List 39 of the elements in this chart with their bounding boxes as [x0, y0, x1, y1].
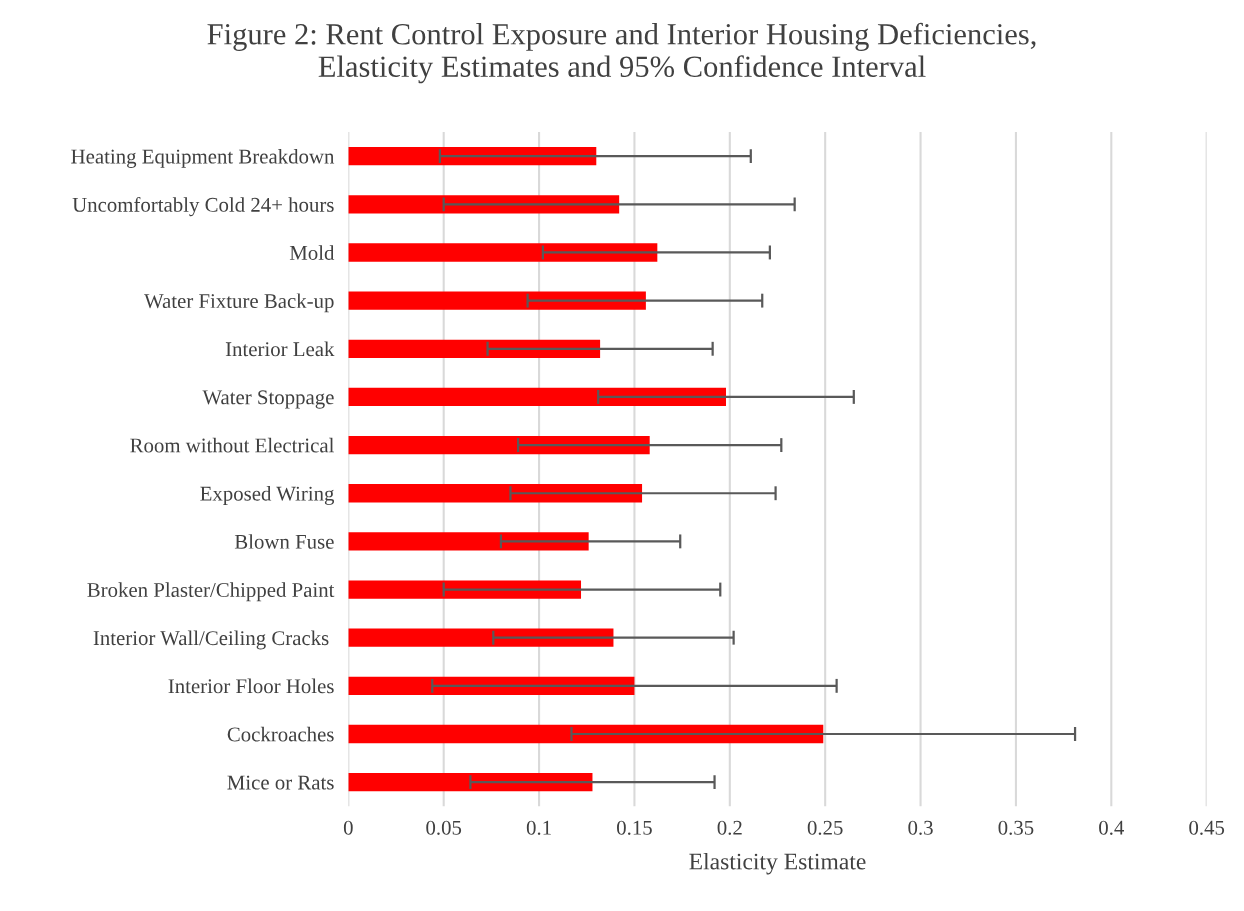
y-tick-label: Cockroaches — [227, 726, 334, 742]
x-tick-label: 0.1 — [526, 820, 551, 835]
x-tick-label: 0.35 — [998, 820, 1034, 835]
y-tick-label: Water Fixture Back-up — [144, 293, 334, 313]
chart-title: Figure 2: Rent Control Exposure and Interior Housing Deficiencies, Elasticity Estimates and 95% Confidence Interval — [207, 22, 1036, 84]
bar — [348, 435, 650, 455]
bar — [348, 243, 658, 262]
bar — [348, 773, 593, 792]
y-tick-label: Broken Plaster/Chipped Paint — [87, 582, 335, 602]
y-tick-label: Mold — [289, 245, 335, 260]
y-tick-label: Exposed Wiring — [200, 486, 335, 505]
y-tick-label: Interior Wall/Ceiling Cracks — [93, 630, 329, 650]
bar — [348, 724, 824, 744]
y-tick-label: Uncomfortably Cold 24+ hours — [72, 196, 334, 217]
bar — [348, 387, 726, 407]
y-tick-label: Interior Leak — [225, 341, 335, 357]
bar — [348, 676, 635, 695]
x-tick-label: 0 — [343, 820, 353, 835]
y-tick-label: Interior Floor Holes — [168, 678, 334, 694]
bar — [348, 532, 589, 551]
y-tick-label: Blown Fuse — [234, 534, 334, 549]
x-tick-label: 0.45 — [1189, 820, 1225, 835]
bar — [348, 628, 614, 647]
y-tick-label: Water Stoppage — [202, 390, 334, 409]
bar — [348, 339, 601, 358]
y-tick-label: Heating Equipment Breakdown — [71, 148, 335, 168]
bar — [348, 147, 597, 166]
x-tick-label: 0.4 — [1099, 820, 1124, 835]
x-tick-label: 0.05 — [426, 820, 462, 835]
y-tick-label: Mice or Rats — [227, 775, 334, 790]
x-axis-title: Elasticity Estimate — [689, 852, 866, 875]
x-tick-label: 0.25 — [807, 820, 843, 835]
x-tick-label: 0.15 — [617, 820, 652, 835]
x-tick-label: 0.3 — [908, 820, 933, 835]
y-tick-label: Room without Electrical — [130, 437, 335, 453]
bar — [348, 291, 646, 310]
x-tick-label: 0.2 — [717, 820, 742, 835]
bar — [348, 484, 643, 503]
bar — [348, 195, 620, 214]
